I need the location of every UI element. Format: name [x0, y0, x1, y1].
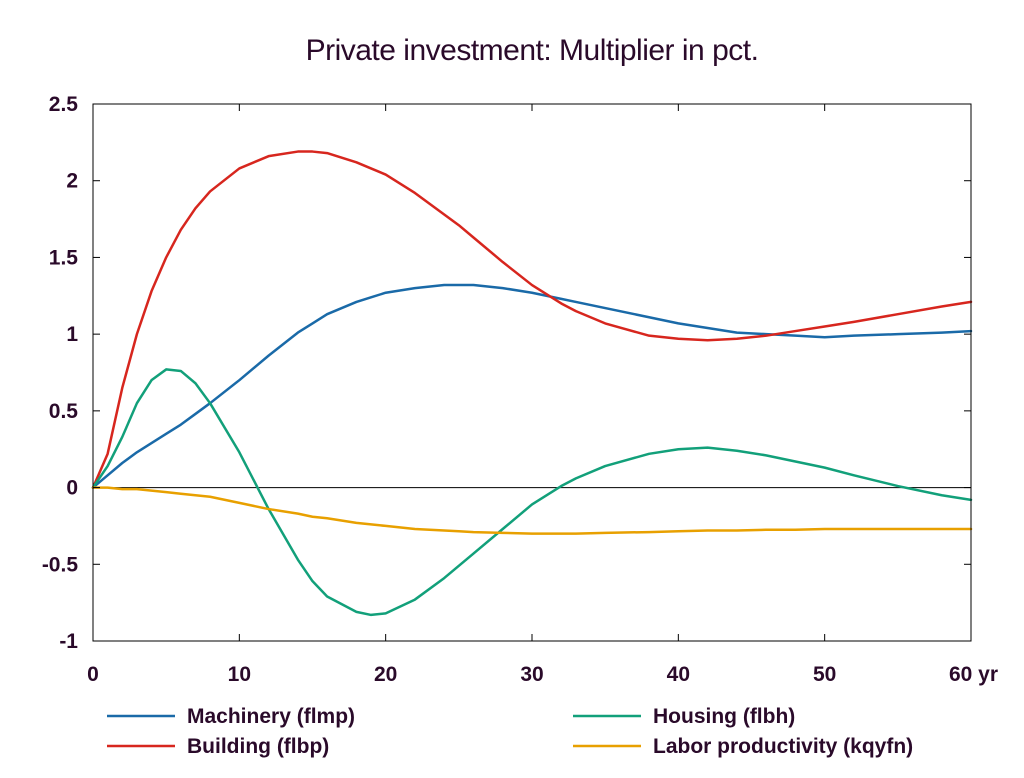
y-tick-label-1-5: 1.5	[49, 246, 79, 269]
legend-label-building: Building (flbp)	[187, 735, 329, 758]
y-tick-label-1: -1	[59, 630, 78, 653]
x-tick-label-10: 10	[228, 663, 251, 686]
series-line-building	[91, 150, 973, 489]
x-axis-ticks	[92, 104, 972, 641]
legend-item-building: Building (flbp)	[107, 735, 329, 758]
y-tick-label-0: 0	[66, 477, 78, 500]
legend-label-machinery: Machinery (flmp)	[187, 705, 355, 728]
legend-label-labor-productivity: Labor productivity (kqyfn)	[653, 735, 913, 758]
series-line-machinery	[91, 283, 973, 489]
series-line-housing	[91, 368, 973, 617]
y-tick-label-1: 1	[66, 323, 78, 346]
plot-area	[91, 103, 973, 642]
x-tick-label-50: 50	[813, 663, 836, 686]
y-tick-label-2: 2	[66, 170, 78, 193]
legend-item-housing: Housing (flbh)	[573, 705, 795, 728]
x-tick-label-20: 20	[374, 663, 397, 686]
legend-item-labor-productivity: Labor productivity (kqyfn)	[573, 735, 913, 758]
x-tick-label-40: 40	[667, 663, 690, 686]
series-layer	[91, 150, 973, 617]
y-axis-labels: -1 -0.5 0 0.5 1 1.5 2 2.5	[42, 93, 79, 653]
y-tick-label-0-5: -0.5	[42, 553, 79, 576]
legend-item-machinery: Machinery (flmp)	[107, 705, 355, 728]
axis-frame	[92, 103, 972, 642]
legend: Machinery (flmp) Building (flbp) Housing…	[107, 705, 913, 758]
x-tick-label-30: 30	[520, 663, 543, 686]
x-tick-label-60: 60 yr	[949, 663, 998, 686]
x-tick-label-0: 0	[87, 663, 99, 686]
y-axis-ticks	[93, 103, 971, 642]
y-tick-label-0-5: 0.5	[49, 400, 79, 423]
legend-label-housing: Housing (flbh)	[653, 705, 795, 728]
x-axis-labels: 0 10 20 30 40 50 60 yr	[87, 663, 998, 686]
chart-title: Private investment: Multiplier in pct.	[306, 34, 759, 67]
y-tick-label-2-5: 2.5	[49, 93, 79, 116]
series-line-labor-productivity	[91, 486, 973, 535]
